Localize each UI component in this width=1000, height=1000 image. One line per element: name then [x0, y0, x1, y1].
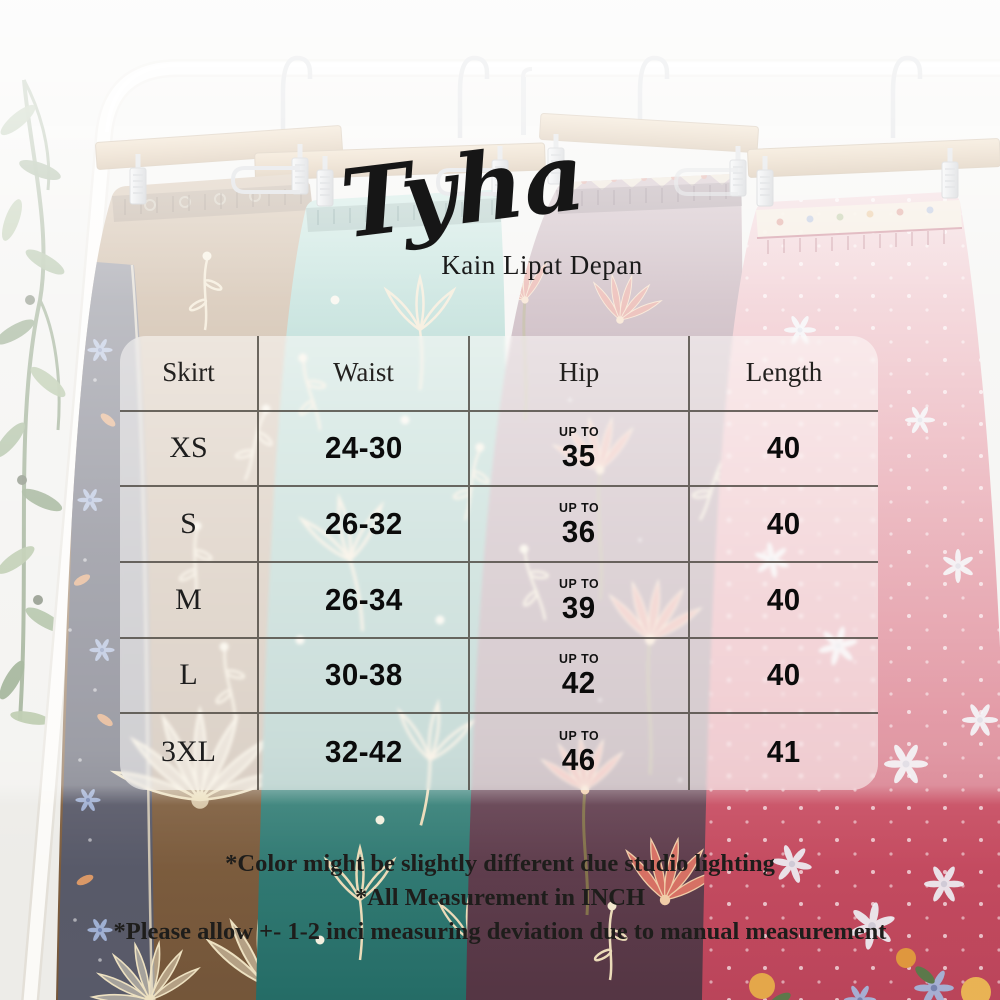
- cell-s-length: 40: [690, 487, 878, 563]
- size-chart-table: Skirt Waist Hip Length XS 24-30 UP TO 35 …: [120, 336, 878, 790]
- up-to-label: UP TO: [558, 651, 600, 667]
- cell-l-length: 40: [690, 639, 878, 715]
- note-measurement-unit: *All Measurement in INCH: [354, 884, 646, 911]
- col-header-waist: Waist: [259, 336, 470, 412]
- cell-m-size: M: [120, 562, 259, 639]
- cell-3xl-waist: 32-42: [259, 714, 470, 790]
- cell-xs-hip: UP TO 35: [470, 411, 690, 488]
- up-to-label: UP TO: [558, 500, 600, 516]
- up-to-label: UP TO: [558, 728, 600, 744]
- cell-3xl-length: 41: [767, 734, 801, 770]
- col-header-hip: Hip: [470, 336, 690, 412]
- cell-m-hip: UP TO 39: [470, 562, 690, 639]
- cell-l-waist: 30-38: [259, 638, 470, 715]
- cell-3xl-size: 3XL: [120, 714, 259, 790]
- up-to-label: UP TO: [558, 424, 600, 440]
- cell-s-size: S: [120, 487, 259, 563]
- note-deviation-disclaimer: *Please allow +- 1-2 inci measuring devi…: [113, 918, 887, 945]
- cell-s-waist: 26-32: [259, 487, 470, 563]
- brand-subtitle: Kain Lipat Depan: [441, 250, 643, 280]
- note-color-disclaimer: *Color might be slightly different due s…: [225, 850, 775, 877]
- cell-m-length: 40: [690, 563, 878, 639]
- cell-l-hip: UP TO 42: [470, 638, 690, 715]
- cell-3xl-hip: UP TO 46: [470, 714, 690, 790]
- up-to-label: UP TO: [558, 575, 600, 591]
- cell-m-waist: 26-34: [259, 562, 470, 639]
- col-header-skirt: Skirt: [120, 336, 259, 412]
- cell-xs-waist: 24-30: [259, 411, 470, 488]
- cell-s-hip: UP TO 36: [470, 487, 690, 563]
- size-chart-panel: Skirt Waist Hip Length XS 24-30 UP TO 35 …: [120, 336, 878, 790]
- cell-l-size: L: [120, 638, 259, 715]
- col-header-length: Length: [690, 336, 878, 412]
- cell-xs-size: XS: [120, 411, 259, 488]
- cell-xs-length: 40: [690, 412, 878, 488]
- footer-notes: *Color might be slightly different due s…: [0, 847, 1000, 949]
